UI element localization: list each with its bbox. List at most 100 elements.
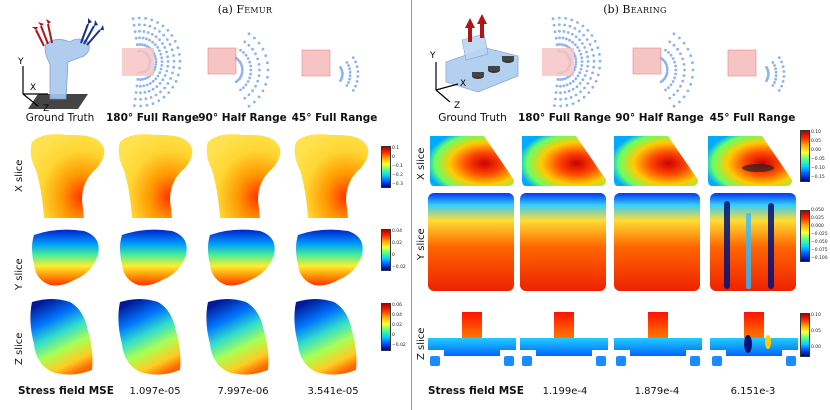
point-cloud-dot: [683, 68, 686, 72]
point-cloud-dot: [773, 81, 776, 84]
point-cloud-dot: [251, 47, 254, 51]
point-cloud-dot: [160, 64, 164, 67]
point-cloud-dot: [579, 52, 583, 56]
point-cloud-dot: [591, 85, 595, 89]
point-cloud-dot: [146, 76, 149, 79]
point-cloud-dot: [561, 36, 565, 40]
point-cloud-dot: [165, 38, 169, 41]
point-cloud-dot: [134, 36, 138, 40]
point-cloud-dot: [348, 74, 352, 78]
point-cloud-dot: [240, 66, 244, 69]
point-cloud-dot: [154, 57, 158, 61]
femur-col-label-0: Ground Truth: [25, 112, 95, 124]
bearing-x-slice-3: [708, 136, 792, 186]
femur-x-slice-2: [206, 134, 281, 218]
point-cloud-dot: [166, 60, 170, 63]
point-cloud-dot: [347, 81, 350, 84]
point-cloud-dot: [555, 43, 559, 47]
bearing-mse-value-1: 1.199e-4: [542, 386, 588, 397]
point-cloud-dot: [165, 50, 168, 54]
bearing-z-slice-row: [428, 312, 798, 366]
bearing-y-tick: −0.100: [811, 256, 828, 261]
point-cloud-dot: [153, 27, 157, 30]
point-cloud-dot: [568, 38, 571, 42]
point-cloud-dot: [158, 38, 161, 42]
femur-x-tick: −0.1: [392, 164, 403, 169]
point-cloud-dot: [578, 82, 582, 85]
point-cloud-dot: [689, 82, 693, 86]
point-cloud-dot: [158, 49, 161, 52]
point-cloud-dot: [157, 99, 161, 103]
point-cloud-dot: [148, 82, 152, 85]
point-cloud-dot: [143, 90, 147, 94]
point-cloud-dot: [240, 64, 243, 67]
point-cloud-dot: [579, 90, 582, 94]
femur-col-label-2: 90° Half Range: [198, 112, 287, 124]
point-cloud-dot: [689, 54, 693, 58]
point-cloud-dot: [664, 48, 667, 52]
point-cloud-dot: [170, 34, 174, 37]
point-cloud-dot: [266, 75, 269, 79]
point-cloud-dot: [571, 87, 575, 91]
point-cloud-dot: [774, 74, 778, 78]
bearing-pointcloud-180: [542, 16, 602, 108]
bearing-col-label-1: 180° Full Range: [517, 112, 612, 124]
femur-pointcloud-180: [122, 16, 182, 108]
point-cloud-dot: [568, 24, 572, 28]
point-cloud-dot: [173, 39, 177, 43]
point-cloud-dot: [592, 65, 596, 69]
point-cloud-dot: [134, 91, 138, 94]
point-cloud-dot: [148, 38, 151, 42]
point-cloud-dot: [247, 43, 251, 47]
point-cloud-dot: [141, 36, 145, 40]
point-cloud-dot: [571, 79, 575, 83]
point-cloud-dot: [780, 60, 783, 64]
point-cloud-dot: [256, 57, 260, 61]
point-cloud-dot: [161, 42, 164, 45]
point-cloud-dot: [161, 78, 165, 82]
point-cloud-dot: [145, 44, 149, 48]
point-cloud-dot: [257, 74, 261, 77]
point-cloud-dot: [573, 27, 577, 30]
point-cloud-dot: [178, 66, 181, 70]
point-cloud-dot: [559, 84, 562, 88]
point-cloud-dot: [261, 89, 265, 93]
point-cloud-dot: [144, 97, 148, 101]
bearing-x-tick: −0.05: [811, 157, 825, 162]
point-cloud-dot: [240, 71, 244, 74]
femur-z-tick: −0.02: [392, 343, 406, 348]
point-cloud-dot: [347, 64, 350, 67]
point-cloud-dot: [148, 24, 152, 28]
point-cloud-dot: [178, 53, 181, 56]
point-cloud-dot: [138, 36, 141, 40]
bearing-col-label-3: 45° Full Range: [709, 112, 796, 124]
point-cloud-dot: [135, 43, 139, 47]
point-cloud-dot: [244, 53, 248, 57]
point-cloud-dot: [691, 75, 694, 79]
axis-label-y: Y: [429, 51, 436, 61]
bearing-y-tick: 0.000: [811, 224, 824, 229]
femur-z-tick: 0: [392, 333, 395, 338]
point-cloud-dot: [578, 30, 581, 33]
point-cloud-dot: [559, 91, 562, 95]
point-cloud-dot: [578, 71, 582, 74]
point-cloud-dot: [566, 31, 570, 34]
point-cloud-dot: [154, 35, 158, 39]
bearing-x-tick: 0.05: [811, 139, 822, 144]
point-cloud-dot: [565, 83, 569, 87]
point-cloud-dot: [137, 16, 141, 20]
bearing-x-tick: 0.00: [811, 148, 822, 153]
bearing-row-label-x: X slice: [416, 147, 427, 180]
bearing-col-label-0: Ground Truth: [438, 112, 507, 124]
femur-y-colorbar: [381, 229, 391, 271]
point-cloud-dot: [586, 64, 590, 68]
point-cloud-dot: [145, 37, 148, 41]
point-cloud-dot: [345, 61, 349, 64]
bearing-y-tick: −0.025: [811, 232, 828, 237]
point-cloud-dot: [672, 43, 676, 47]
point-cloud-dot: [686, 89, 690, 93]
point-cloud-dot: [172, 54, 175, 57]
point-cloud-dot: [167, 91, 171, 94]
point-cloud-dot: [581, 24, 585, 28]
point-cloud-dot: [682, 41, 686, 45]
